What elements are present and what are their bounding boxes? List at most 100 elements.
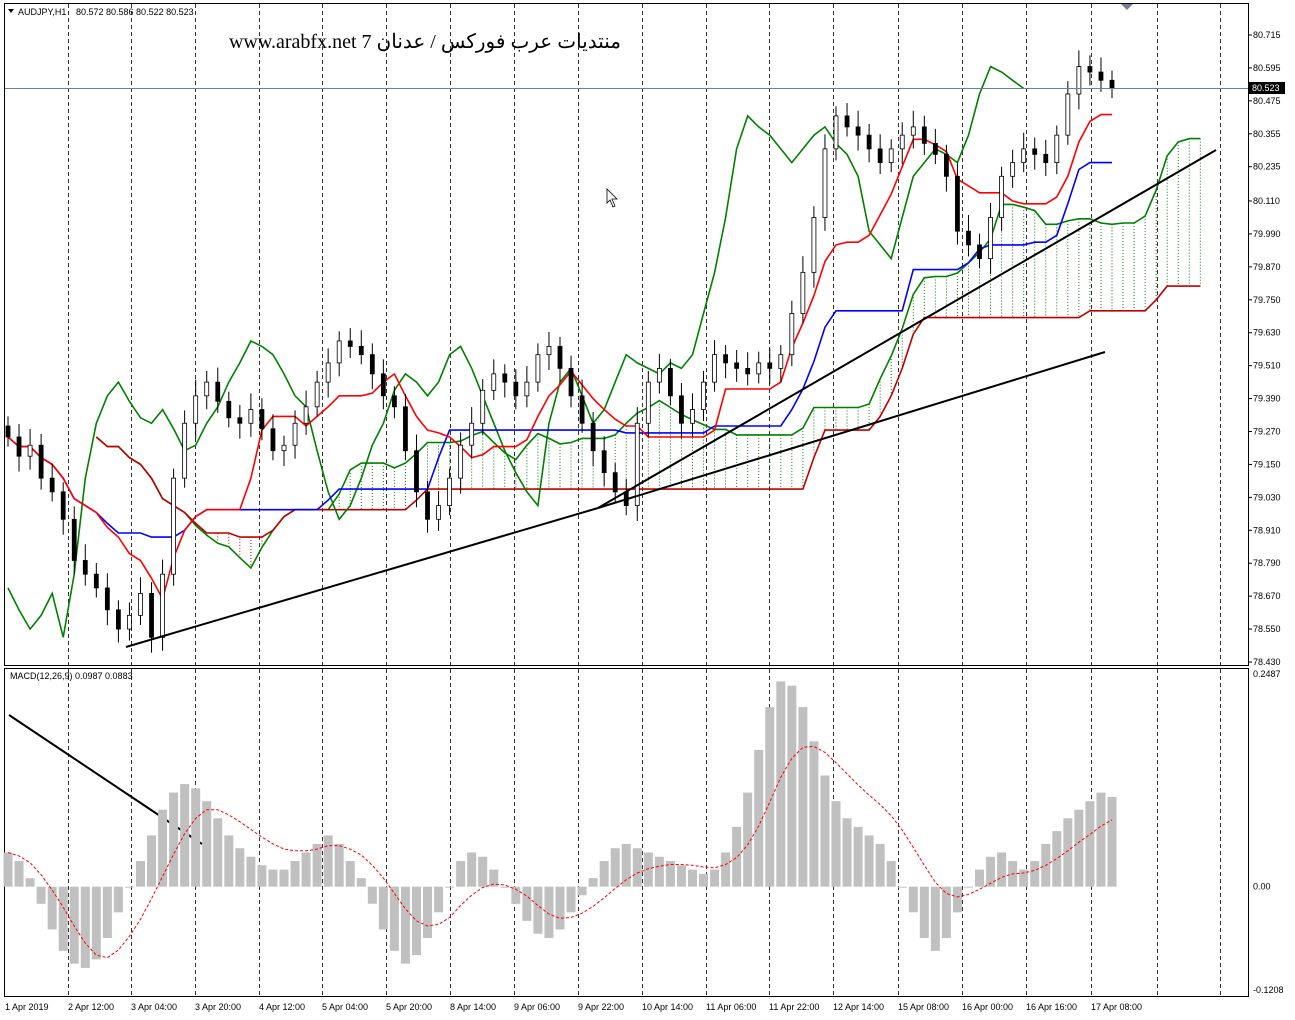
candle-body [612, 472, 618, 493]
candle-body [182, 422, 188, 479]
candle-body [513, 381, 519, 397]
macd-bar [169, 792, 179, 887]
macd-bar [588, 878, 598, 887]
candle-body [303, 406, 309, 424]
y-tick-label: 79.150 [1253, 459, 1281, 469]
candle-body [977, 244, 982, 260]
x-tick-label: 3 Apr 04:00 [131, 1002, 177, 1012]
candle-body [369, 354, 375, 375]
macd-bar [809, 741, 819, 887]
candle-body [778, 354, 784, 369]
x-tick-label: 8 Apr 14:00 [450, 1002, 496, 1012]
macd-bar [356, 878, 366, 887]
y-tick-label: 79.030 [1253, 492, 1281, 502]
ichimoku-lines [7, 65, 1112, 638]
candle-body [281, 444, 287, 452]
macd-histogram [3, 681, 1117, 968]
tenkan-line [7, 113, 1112, 602]
candle-body [690, 409, 695, 424]
macd-bar [1063, 818, 1073, 887]
macd-bar [124, 886, 134, 888]
macd-frame [4, 668, 1249, 997]
candle-body [127, 614, 132, 630]
candle-body [60, 491, 66, 520]
candle-body [634, 422, 640, 506]
macd-bar [268, 869, 278, 887]
x-tick-label: 5 Apr 20:00 [386, 1002, 432, 1012]
macd-bar [1074, 809, 1084, 887]
macd-bar [986, 856, 996, 887]
y-tick-label: 79.870 [1253, 262, 1281, 272]
candle-body [380, 373, 386, 397]
candle-body [1098, 71, 1104, 81]
macd-bar [721, 852, 731, 887]
candle-body [645, 381, 651, 424]
macd-bar [147, 835, 157, 887]
candle-body [844, 115, 850, 128]
macd-bar [897, 886, 907, 888]
candle-body [1076, 66, 1082, 95]
current-price-box [1249, 82, 1285, 94]
macd-bar [445, 886, 455, 888]
macd-axis: 0.2487 0.00 -0.1208 [1253, 669, 1284, 995]
scroll-marker-icon[interactable] [1121, 4, 1133, 10]
y-tick-label: 80.595 [1253, 63, 1281, 73]
macd-bar [367, 886, 377, 904]
candle-body [712, 354, 717, 383]
candle-body [524, 381, 530, 397]
macd-bar [1030, 861, 1040, 887]
macd-tick-label: 0.2487 [1253, 669, 1281, 679]
y-tick-label: 78.790 [1253, 558, 1281, 568]
macd-bar [621, 843, 631, 887]
macd-bar [632, 848, 642, 887]
candle-body [138, 593, 143, 616]
x-tick-label: 15 Apr 08:00 [898, 1002, 949, 1012]
dropdown-triangle-icon[interactable] [8, 9, 14, 13]
candle-body [966, 230, 971, 246]
y-tick-label: 79.750 [1253, 295, 1281, 305]
candle-body [568, 367, 574, 397]
trendline-middle [597, 351, 1106, 509]
candle-body [601, 450, 607, 474]
candle-body [546, 346, 552, 356]
current-price-label: 80.523 [1252, 83, 1280, 93]
candle-body [38, 444, 44, 479]
macd-bar [643, 852, 653, 887]
x-tick-label: 16 Apr 00:00 [962, 1002, 1013, 1012]
candle-body [668, 367, 673, 397]
macd-bar [113, 886, 123, 913]
macd-bar [102, 886, 112, 939]
macd-bar [997, 852, 1007, 887]
candle-body [1054, 134, 1060, 163]
candle-body [27, 444, 33, 457]
candle-body [82, 560, 88, 575]
candle-body [93, 573, 99, 589]
macd-bar [500, 886, 510, 888]
macd-bar [743, 792, 753, 887]
macd-tick-label: 0.00 [1253, 882, 1271, 892]
candle-body [679, 395, 684, 424]
candle-body [756, 362, 762, 375]
macd-bar [963, 886, 973, 888]
macd-bar [754, 749, 764, 887]
candle-body [1109, 79, 1115, 89]
macd-bar [25, 878, 35, 887]
macd-bar [224, 835, 234, 887]
macd-bar [1096, 792, 1106, 887]
candle-body [1032, 148, 1038, 155]
macd-bar [334, 843, 344, 887]
macd-bar [544, 886, 554, 939]
candle-body [701, 381, 706, 410]
macd-bar [14, 861, 24, 887]
candle-body [579, 395, 585, 424]
macd-bar [378, 886, 388, 930]
y-tick-label: 80.475 [1253, 96, 1281, 106]
macd-bar [423, 886, 433, 939]
y-tick-label: 80.355 [1253, 129, 1281, 139]
macd-bar [886, 861, 896, 887]
candle-body [811, 217, 817, 273]
macd-bar [776, 681, 786, 887]
macd-bar [577, 886, 587, 896]
y-tick-label: 79.270 [1253, 427, 1281, 437]
